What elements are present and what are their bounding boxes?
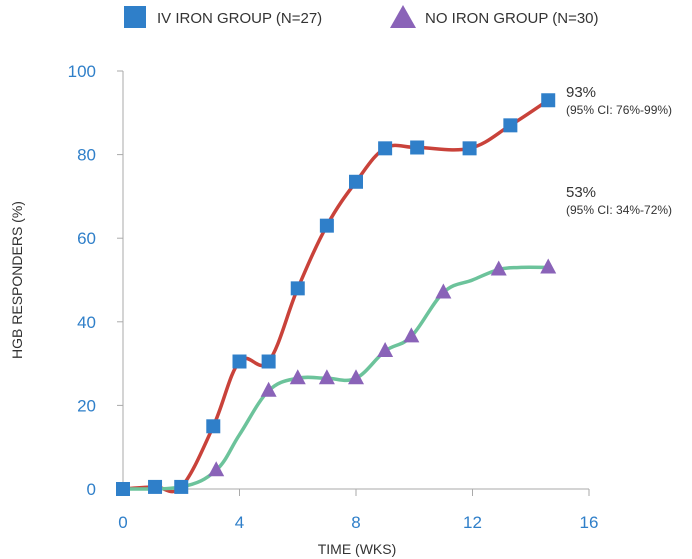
- data-point-square: [378, 141, 393, 156]
- y-tick-label: 100: [68, 62, 96, 81]
- legend: IV IRON GROUP (N=27) NO IRON GROUP (N=30…: [124, 5, 599, 28]
- y-ticks: 0 20 40 60 80 100: [68, 62, 123, 499]
- data-point-square: [148, 479, 163, 494]
- data-point-square: [410, 140, 425, 155]
- y-tick-label: 60: [77, 229, 96, 248]
- annotation-iv-percent: 93%: [566, 84, 596, 101]
- series-markers: [116, 93, 557, 496]
- data-point-square: [116, 482, 130, 496]
- data-point-triangle: [435, 283, 452, 299]
- data-point-square: [349, 174, 363, 189]
- axes: [122, 71, 589, 490]
- data-point-square: [319, 218, 334, 233]
- data-point-square: [174, 479, 189, 494]
- y-axis-title: HGB RESPONDERS (%): [9, 201, 25, 359]
- y-tick-label: 0: [87, 480, 96, 499]
- series-lines: [121, 98, 550, 494]
- data-point-square: [462, 141, 477, 156]
- legend-square-marker: [124, 6, 146, 28]
- y-tick-label: 80: [77, 146, 96, 165]
- annotation-no-iron-ci: (95% CI: 34%-72%): [566, 203, 672, 217]
- legend-triangle-marker: [390, 5, 416, 28]
- data-point-triangle: [289, 369, 306, 385]
- series-line-0: [121, 98, 550, 494]
- x-tick-label: 4: [235, 513, 244, 532]
- x-tick-label: 12: [463, 513, 482, 532]
- data-point-triangle: [318, 369, 335, 385]
- data-point-triangle: [208, 461, 225, 477]
- x-tick-label: 8: [351, 513, 360, 532]
- data-point-square: [541, 93, 556, 108]
- data-point-triangle: [260, 381, 277, 397]
- data-point-triangle: [490, 260, 507, 276]
- series-line-1: [121, 265, 550, 491]
- x-tick-label: 16: [580, 513, 599, 532]
- y-tick-label: 40: [77, 313, 96, 332]
- data-point-square: [261, 354, 276, 369]
- data-point-square: [503, 118, 518, 133]
- annotations: 93% (95% CI: 76%-99%) 53% (95% CI: 34%-7…: [566, 84, 672, 217]
- data-point-triangle: [348, 369, 364, 385]
- data-point-triangle: [540, 258, 557, 274]
- data-point-triangle: [403, 327, 420, 343]
- x-ticks: 0 4 8 12 16: [118, 489, 598, 532]
- legend-label-iv-iron: IV IRON GROUP (N=27): [157, 10, 322, 27]
- annotation-iv-ci: (95% CI: 76%-99%): [566, 103, 672, 117]
- data-point-square: [206, 419, 221, 434]
- data-point-square: [232, 354, 247, 369]
- data-point-triangle: [377, 342, 394, 358]
- x-tick-label: 0: [118, 513, 127, 532]
- annotation-no-iron-percent: 53%: [566, 184, 596, 201]
- legend-label-no-iron: NO IRON GROUP (N=30): [425, 10, 599, 27]
- data-point-square: [290, 281, 305, 296]
- y-tick-label: 20: [77, 396, 96, 415]
- x-axis-title: TIME (WKS): [318, 541, 397, 557]
